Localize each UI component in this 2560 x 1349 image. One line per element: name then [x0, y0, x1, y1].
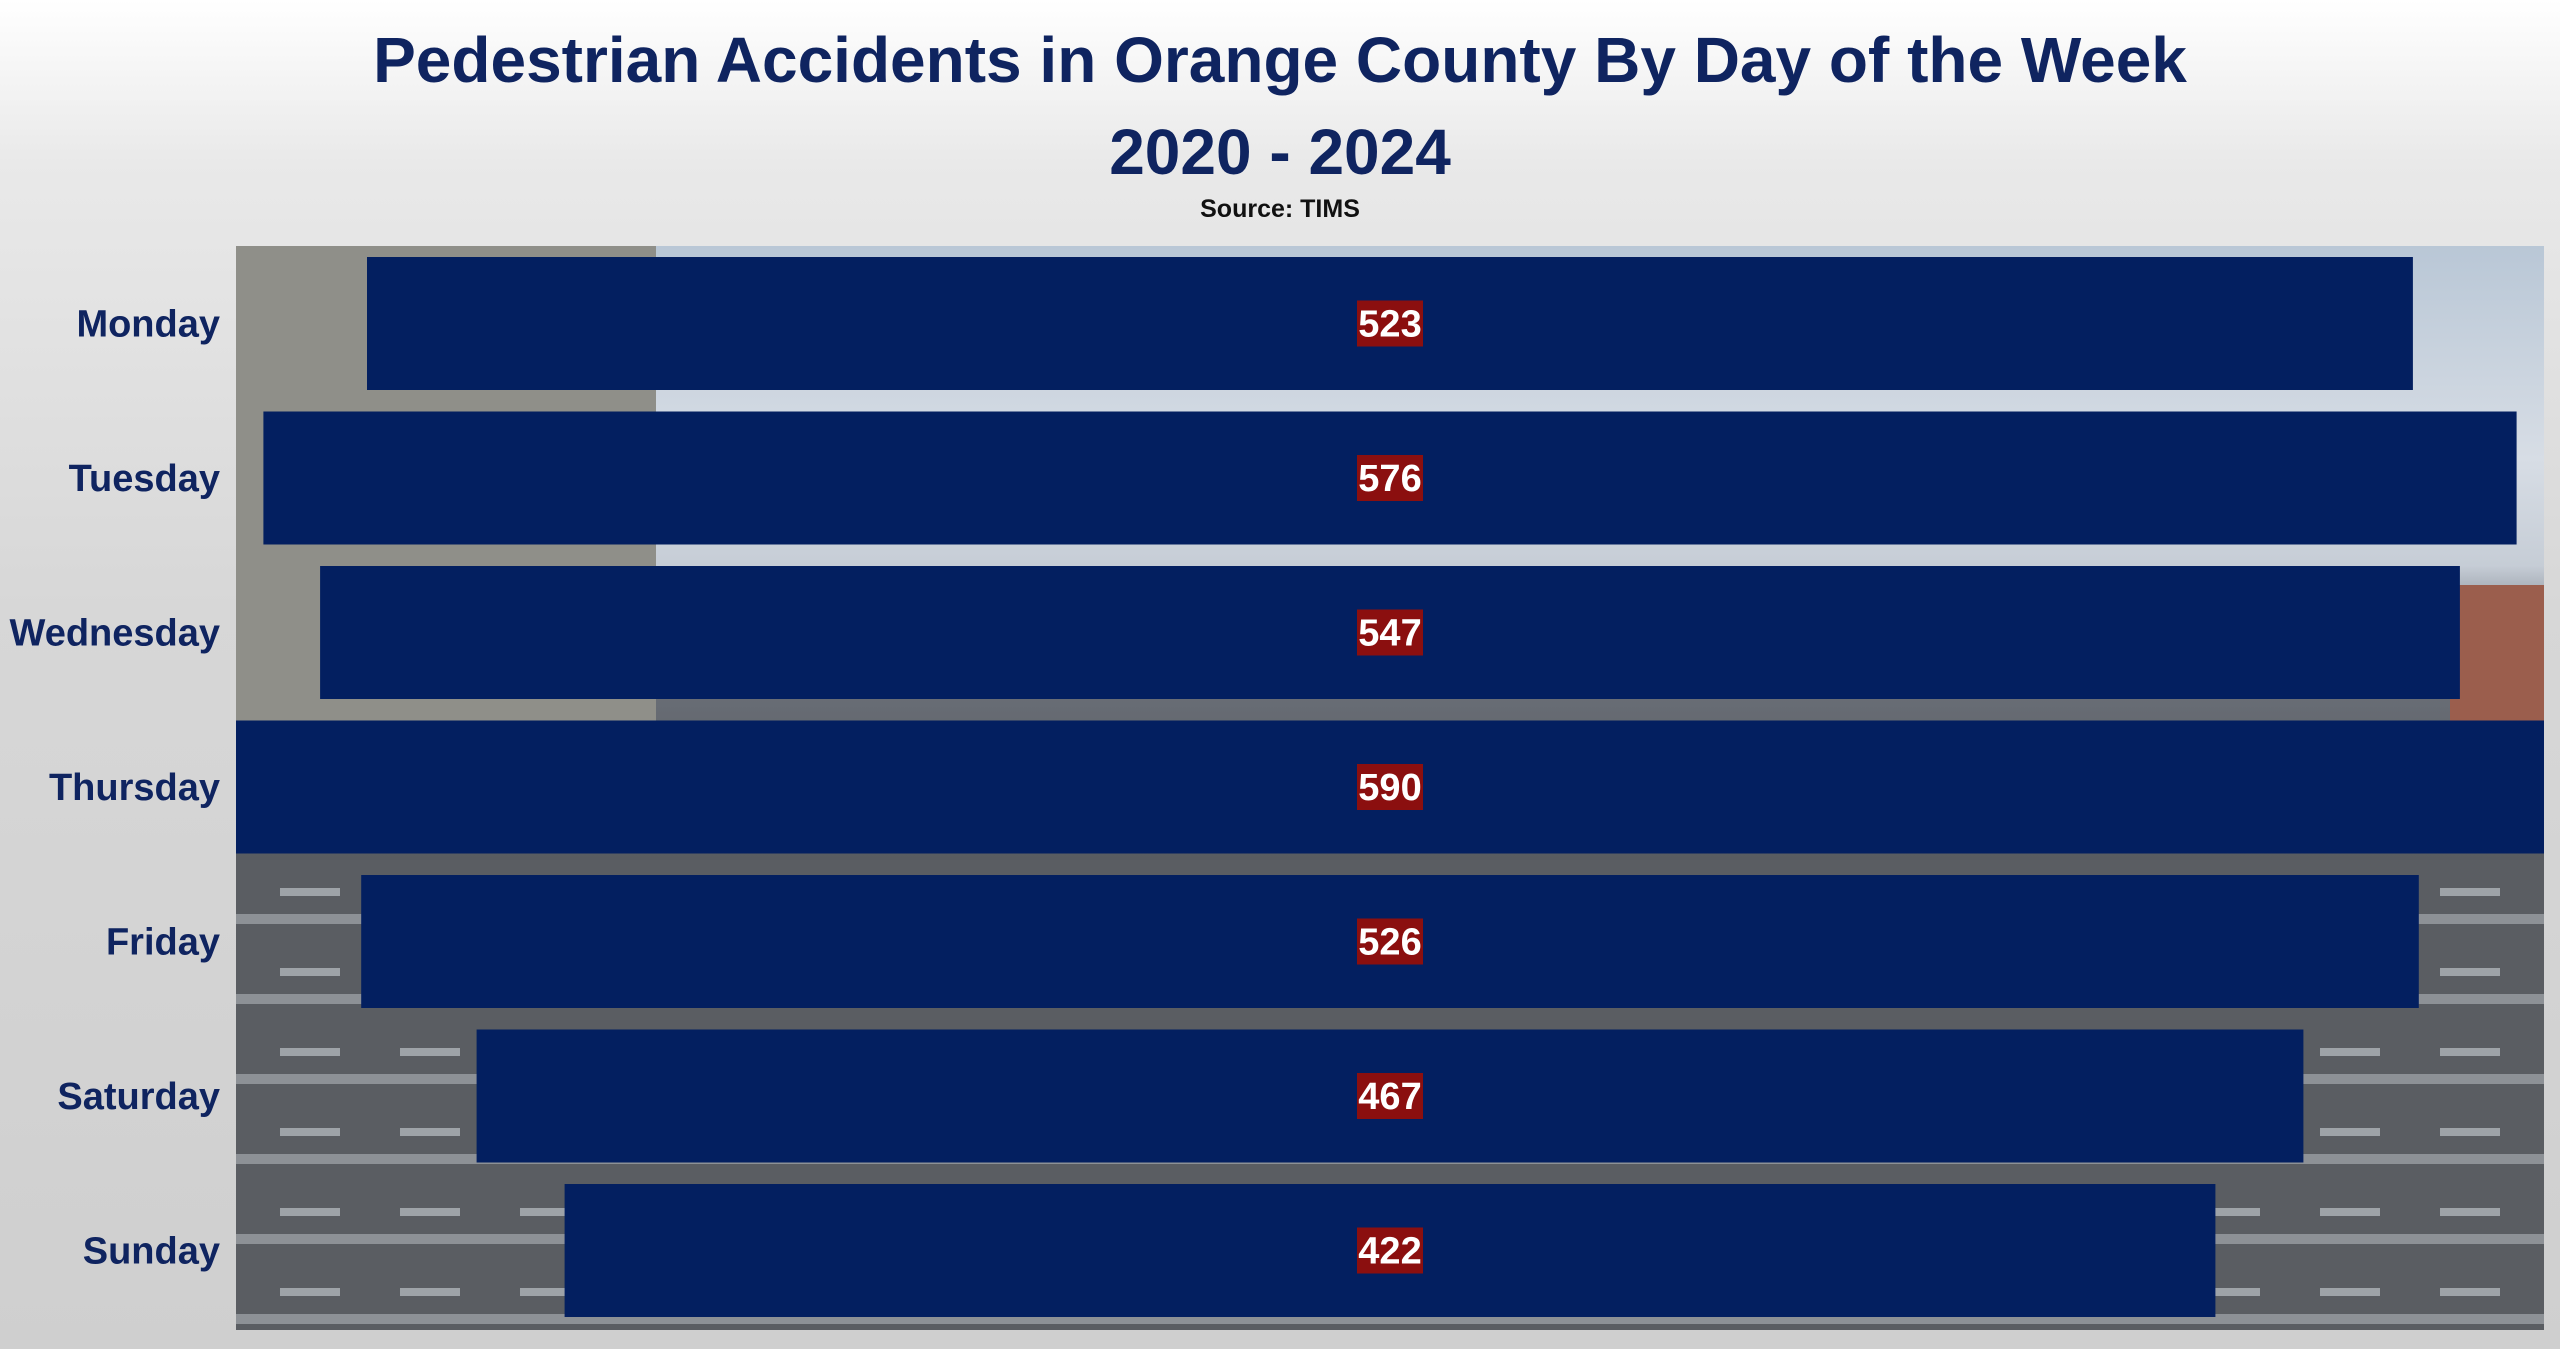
chart-source: Source: TIMS	[1200, 195, 1360, 223]
value-label-tuesday: 576	[1358, 458, 1421, 500]
value-label-monday: 523	[1358, 304, 1421, 346]
category-label-sunday: Sunday	[83, 1231, 220, 1273]
value-label-thursday: 590	[1358, 767, 1421, 809]
value-label-sunday: 422	[1358, 1231, 1421, 1273]
value-label-box-saturday	[1357, 1073, 1423, 1119]
category-label-tuesday: Tuesday	[69, 458, 220, 500]
category-label-monday: Monday	[76, 304, 220, 346]
value-label-saturday: 467	[1358, 1076, 1421, 1118]
value-label-box-friday	[1357, 918, 1423, 965]
category-label-friday: Friday	[106, 922, 220, 964]
category-label-thursday: Thursday	[49, 767, 220, 809]
chart-title: Pedestrian Accidents in Orange County By…	[373, 24, 2187, 96]
chart-title-block: Pedestrian Accidents in Orange County By…	[0, 14, 2560, 226]
value-label-friday: 526	[1358, 922, 1421, 964]
value-label-box-thursday	[1357, 764, 1423, 810]
category-label-saturday: Saturday	[57, 1076, 220, 1118]
value-label-box-sunday	[1357, 1227, 1423, 1274]
value-label-box-monday	[1357, 300, 1423, 347]
value-label-wednesday: 547	[1358, 613, 1421, 655]
chart-subtitle-years: 2020 - 2024	[1109, 116, 1451, 188]
category-label-wednesday: Wednesday	[10, 613, 220, 655]
value-label-box-tuesday	[1357, 455, 1423, 501]
value-label-box-wednesday	[1357, 609, 1423, 656]
